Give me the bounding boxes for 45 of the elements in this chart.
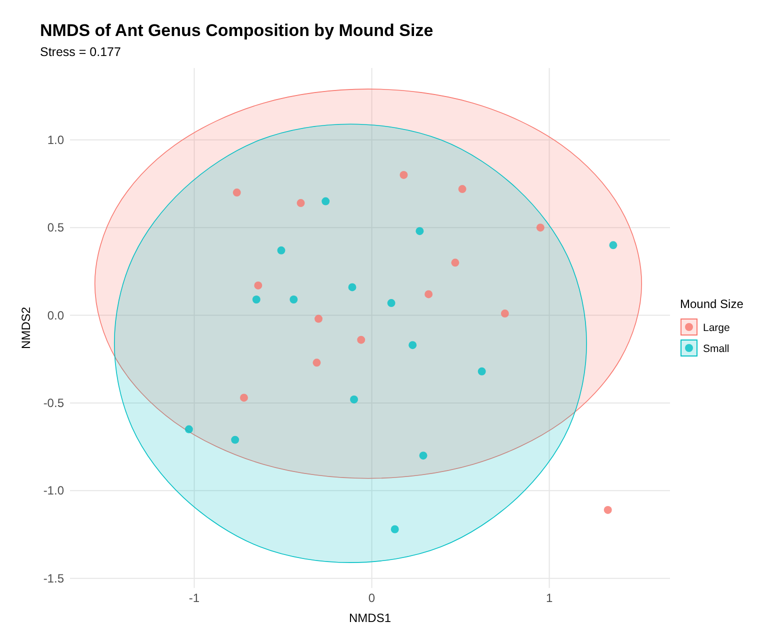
chart-title: NMDS of Ant Genus Composition by Mound Size [40,21,434,40]
point [290,296,298,304]
point [314,314,323,323]
point [240,394,248,402]
y-tick-label: -0.5 [43,396,64,410]
point [424,290,433,298]
point [400,171,408,179]
x-tick-label: -1 [188,591,200,605]
point [536,224,544,232]
point [350,395,358,404]
point [451,258,460,267]
point [231,436,240,444]
point [357,336,366,344]
legend-label: Large [703,322,730,334]
point [348,283,356,292]
legend-label: Small [703,343,730,355]
point [416,227,424,236]
point [408,341,417,350]
y-tick-label: 0.0 [47,308,64,322]
point [254,281,262,290]
y-tick-label: -1.5 [43,571,64,586]
chart-subtitle: Stress = 0.177 [40,45,121,59]
point [458,185,466,193]
legend-title: Mound Size [680,297,744,311]
point [322,197,330,206]
point [390,525,399,534]
point [312,358,321,367]
point [500,310,509,318]
point [387,299,396,307]
point [478,367,486,376]
point [232,188,241,196]
point [296,199,305,208]
point [419,452,428,460]
point [184,425,193,434]
y-tick-label: 0.5 [47,220,64,235]
y-tick-label: 1.0 [47,132,64,147]
x-tick-label: 1 [546,591,553,605]
point [252,296,260,304]
x-tick-label: 0 [368,591,376,605]
y-axis-title: NMDS2 [19,306,33,350]
point [609,241,618,250]
y-tick-label: -1.0 [43,484,64,498]
x-axis-title: NMDS1 [348,611,392,625]
point [604,506,612,514]
point [277,246,286,254]
